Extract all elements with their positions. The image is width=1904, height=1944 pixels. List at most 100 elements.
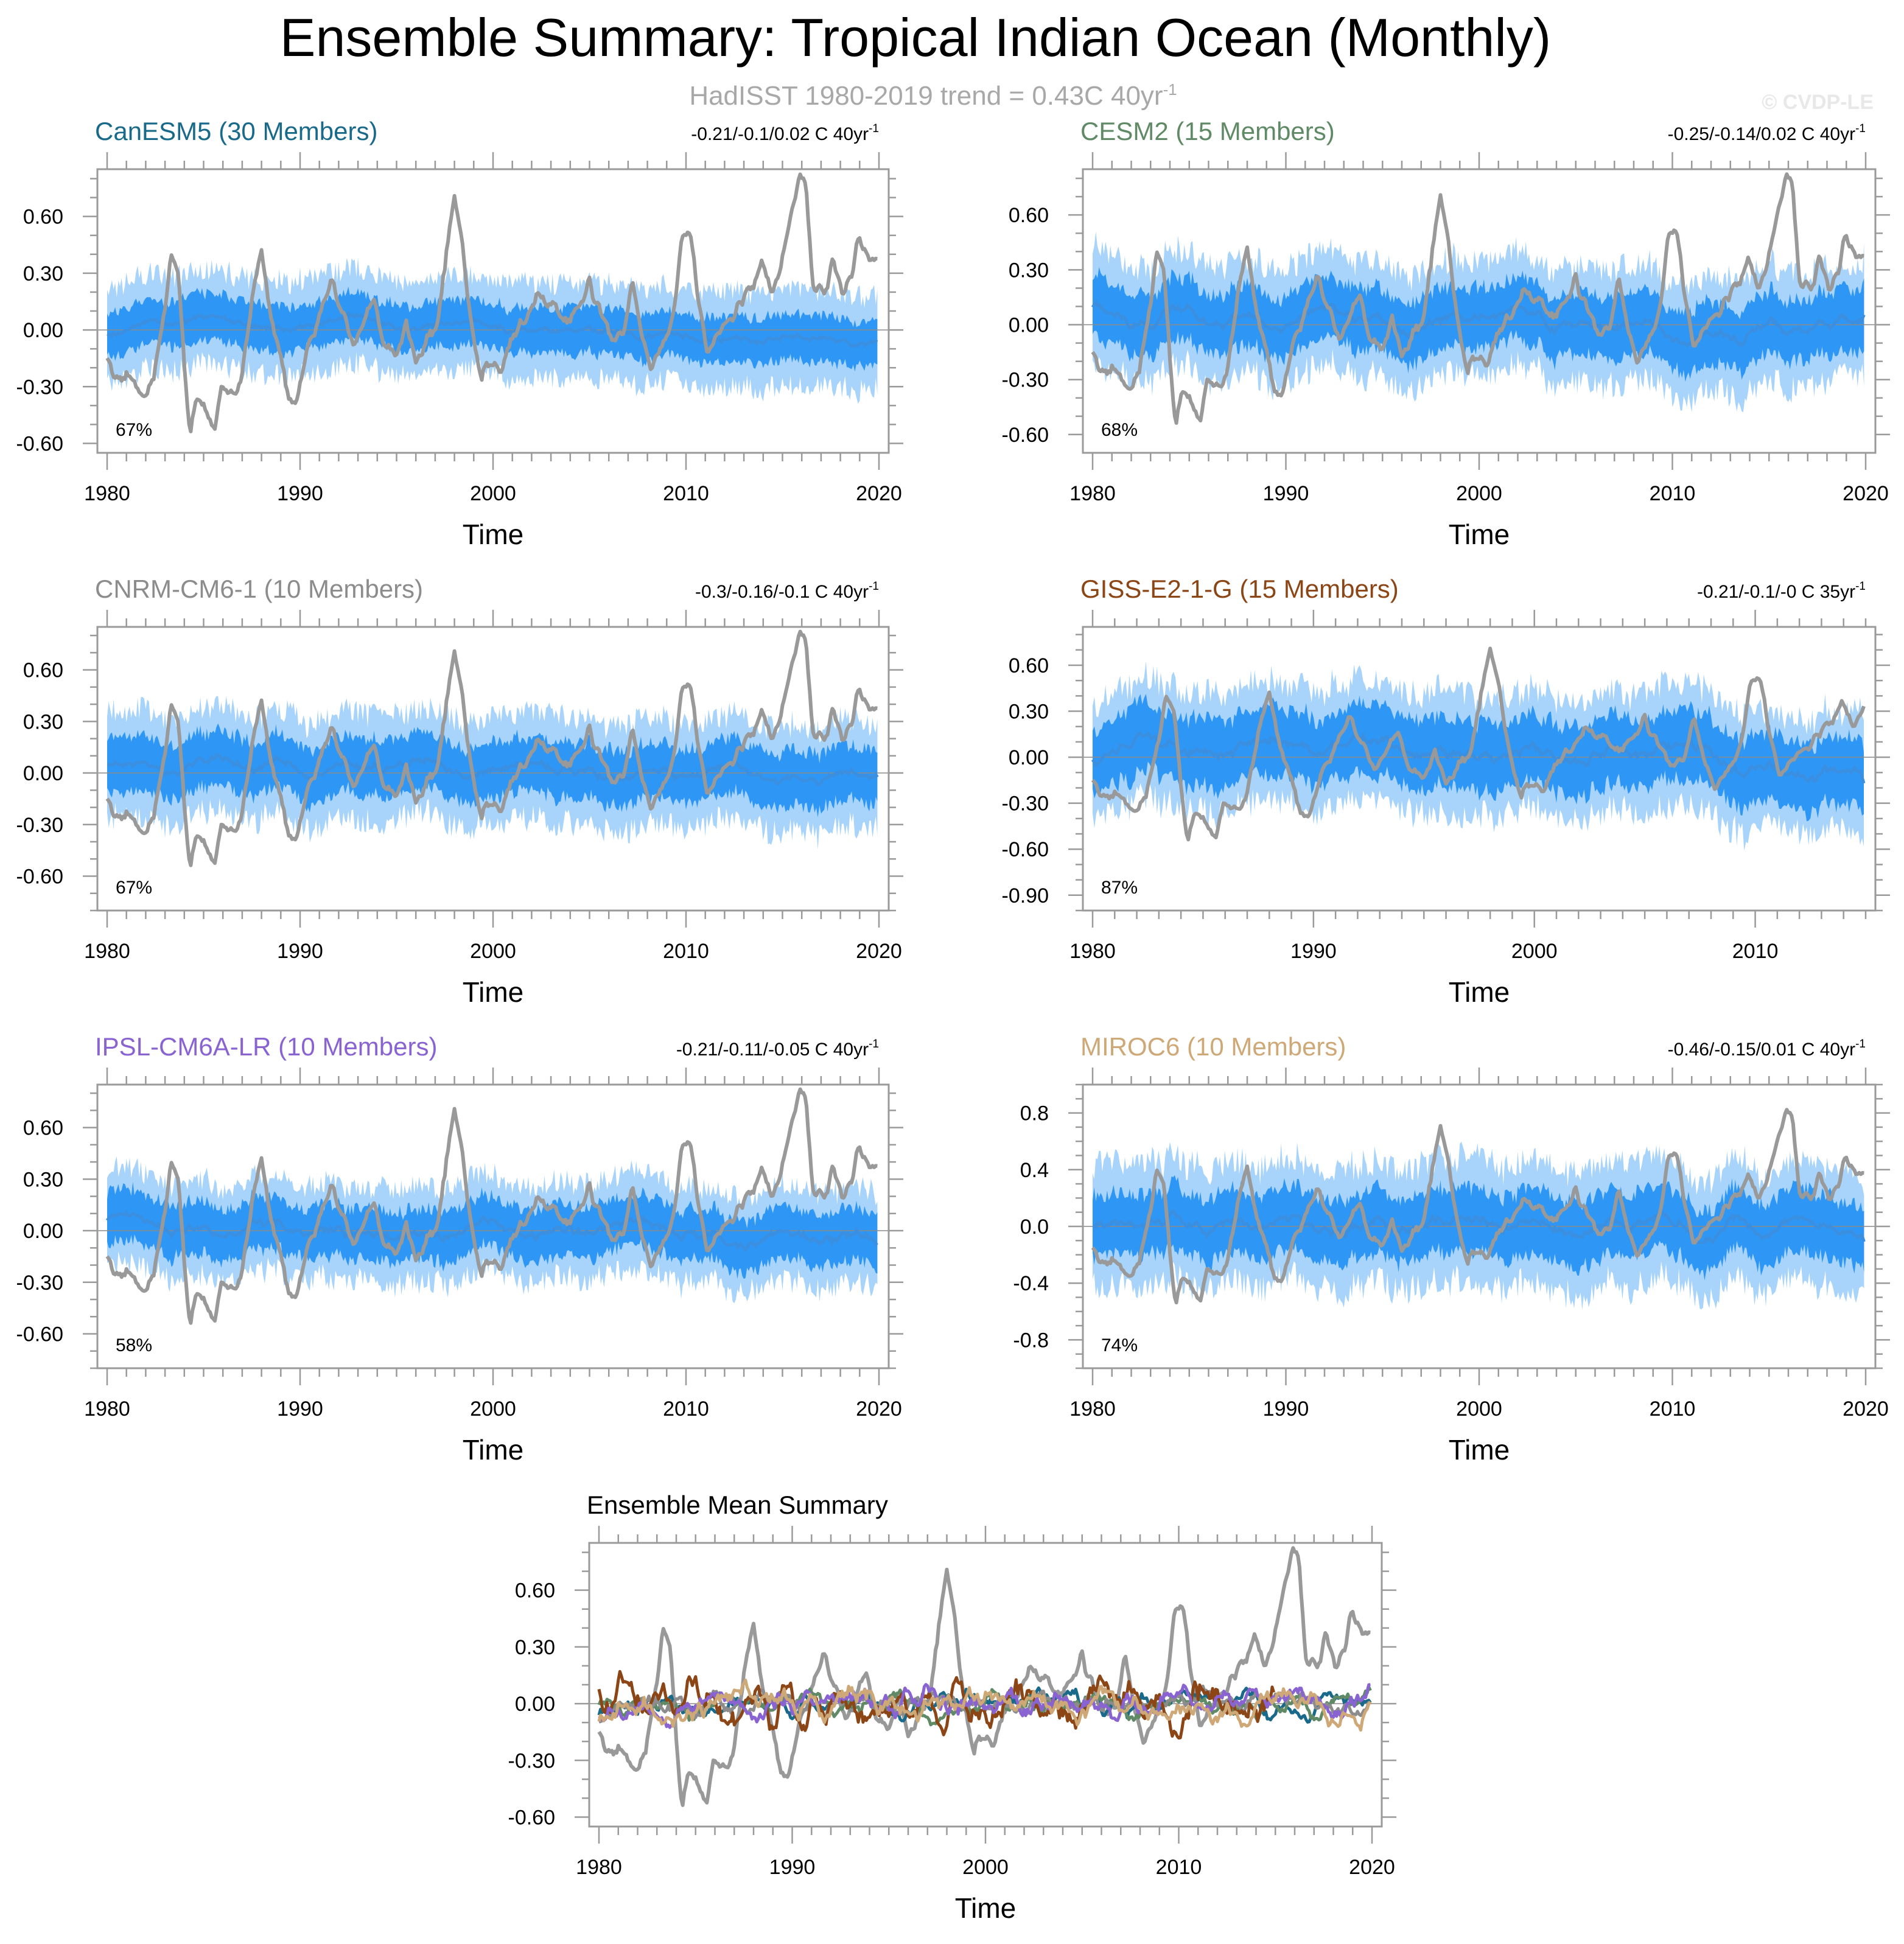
trend-text: -0.21/-0.1/-0 C 35yr — [1697, 582, 1855, 602]
percent-label: 58% — [116, 1335, 152, 1355]
x-tick-label: 2020 — [1349, 1856, 1395, 1879]
x-axis-label: Time — [955, 1892, 1017, 1924]
x-tick-label: 2020 — [1843, 482, 1889, 505]
observed-line — [105, 1087, 878, 1325]
y-tick-label: 0.30 — [1009, 701, 1049, 724]
y-tick-label: -0.90 — [1002, 884, 1049, 907]
trend-superscript: -1 — [869, 122, 879, 135]
observed-line — [1091, 172, 1864, 425]
x-tick-label: 2010 — [663, 482, 709, 505]
chart-panel-cesm2: CESM2 (15 Members) -0.25/-0.14/0.02 C 40y… — [1002, 117, 1890, 550]
x-tick-label: 1980 — [84, 1397, 130, 1421]
y-tick-label: 0.30 — [23, 1168, 63, 1191]
trend-label: -0.21/-0.1/0.02 C 40yr-1 — [691, 122, 879, 144]
y-tick-label: 0.60 — [23, 1117, 63, 1140]
trend-label: -0.3/-0.16/-0.1 C 40yr-1 — [695, 580, 879, 602]
ensemble-inner-band — [107, 286, 878, 372]
x-tick-label: 2000 — [470, 940, 516, 963]
y-tick-label: 0.00 — [23, 1220, 63, 1243]
y-tick-label: -0.30 — [1002, 369, 1049, 392]
chart-panel-ipsl: IPSL-CM6A-LR (10 Members) -0.21/-0.11/-0.… — [16, 1032, 903, 1466]
y-tick-label: 0.0 — [1020, 1215, 1049, 1239]
y-tick-label: 0.30 — [23, 710, 63, 733]
y-tick-label: 0.00 — [23, 319, 63, 342]
percent-label: 67% — [116, 878, 152, 898]
y-tick-label: -0.8 — [1013, 1329, 1049, 1352]
x-tick-label: 1990 — [277, 940, 323, 963]
y-tick-label: 0.30 — [23, 262, 63, 285]
y-tick-label: 0.00 — [515, 1693, 555, 1716]
figure-subtitle: HadISST 1980-2019 trend = 0.43C 40yr-1 — [689, 80, 1177, 111]
y-tick-label: -0.60 — [1002, 424, 1049, 447]
x-tick-label: 2000 — [1456, 482, 1502, 505]
x-tick-label: 1990 — [1263, 482, 1309, 505]
x-tick-label: 1990 — [1290, 940, 1337, 963]
observed-line — [1091, 1108, 1864, 1305]
y-tick-label: -0.30 — [16, 376, 64, 399]
trend-label: -0.21/-0.11/-0.05 C 40yr-1 — [676, 1038, 879, 1060]
observed-line — [105, 172, 878, 433]
y-tick-label: 0.30 — [515, 1636, 555, 1659]
trend-superscript: -1 — [1855, 122, 1866, 135]
y-tick-label: 0.00 — [1009, 314, 1049, 337]
trend-text: -0.46/-0.15/0.01 C 40yr — [1668, 1040, 1856, 1060]
x-tick-label: 2020 — [1843, 1397, 1889, 1421]
ensemble-mean-line — [1091, 299, 1866, 348]
percent-label: 74% — [1101, 1335, 1138, 1355]
trend-superscript: -1 — [1855, 1038, 1866, 1051]
x-tick-label: 1990 — [1263, 1397, 1309, 1421]
chart-panel-cnrm: CNRM-CM6-1 (10 Members) -0.3/-0.16/-0.1 C… — [16, 575, 903, 1008]
ensemble-mean-line — [107, 310, 878, 348]
chart-panel-miroc6: MIROC6 (10 Members) -0.46/-0.15/0.01 C 40… — [1013, 1032, 1890, 1466]
y-tick-label: 0.60 — [1009, 654, 1049, 677]
series-line-miroc6 — [597, 1678, 1372, 1732]
x-tick-label: 2000 — [962, 1856, 1009, 1879]
x-tick-label: 2010 — [1650, 482, 1696, 505]
x-tick-label: 2010 — [1650, 1397, 1696, 1421]
x-tick-label: 2010 — [1732, 940, 1779, 963]
figure-title: Ensemble Summary: Tropical Indian Ocean … — [280, 7, 1551, 68]
y-tick-label: 0.8 — [1020, 1102, 1049, 1125]
y-tick-label: 0.60 — [23, 206, 63, 229]
trend-text: -0.21/-0.11/-0.05 C 40yr — [676, 1040, 869, 1060]
y-tick-label: -0.60 — [16, 1323, 64, 1346]
x-tick-label: 2020 — [856, 1397, 902, 1421]
y-tick-label: -0.30 — [16, 1271, 64, 1295]
observed-line — [105, 629, 878, 867]
panel-title: IPSL-CM6A-LR (10 Members) — [95, 1032, 437, 1061]
trend-text: -0.3/-0.16/-0.1 C 40yr — [695, 582, 869, 602]
x-tick-label: 2020 — [856, 482, 902, 505]
x-tick-label: 1990 — [277, 482, 323, 505]
y-tick-label: 0.60 — [23, 659, 63, 682]
trend-superscript: -1 — [869, 1038, 879, 1051]
plot-area — [97, 172, 889, 433]
x-tick-label: 1980 — [84, 940, 130, 963]
trend-text: -0.21/-0.1/0.02 C 40yr — [691, 124, 869, 144]
x-tick-label: 2000 — [1511, 940, 1558, 963]
plot-area — [1083, 172, 1875, 425]
ensemble-mean-line — [105, 1209, 878, 1253]
panel-title: MIROC6 (10 Members) — [1080, 1032, 1346, 1061]
panel-title: GISS-E2-1-G (15 Members) — [1080, 575, 1399, 603]
y-tick-label: 0.00 — [23, 762, 63, 785]
x-tick-label: 1980 — [1069, 1397, 1116, 1421]
x-tick-label: 2020 — [856, 940, 902, 963]
y-tick-label: 0.00 — [1009, 746, 1049, 769]
x-tick-label: 2000 — [1456, 1397, 1502, 1421]
plot-area — [1083, 1108, 1875, 1310]
x-tick-label: 1990 — [769, 1856, 816, 1879]
trend-superscript: -1 — [1855, 580, 1866, 593]
observed-line — [597, 1546, 1371, 1807]
y-tick-label: -0.30 — [1002, 792, 1049, 816]
trend-label: -0.21/-0.1/-0 C 35yr-1 — [1697, 580, 1866, 602]
x-axis-label: Time — [1449, 976, 1510, 1008]
x-tick-label: 2000 — [470, 1397, 516, 1421]
x-axis-label: Time — [1449, 519, 1510, 550]
subtitle-superscript: -1 — [1163, 80, 1177, 99]
x-axis-label: Time — [463, 976, 524, 1008]
x-tick-label: 2000 — [470, 482, 516, 505]
y-tick-label: -0.60 — [16, 865, 64, 889]
y-tick-label: -0.60 — [508, 1806, 556, 1829]
panel-title: CanESM5 (30 Members) — [95, 117, 377, 145]
watermark: © CVDP-LE — [1762, 91, 1874, 114]
